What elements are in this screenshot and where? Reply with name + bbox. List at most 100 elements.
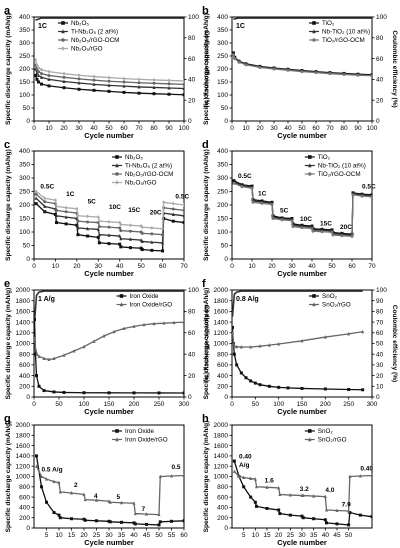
- panel-label: f: [202, 278, 206, 290]
- legend-label: Ti-Nb₂O₅ (2 at%): [125, 163, 172, 170]
- y2-tick-label: 80: [188, 35, 196, 42]
- y-tick-label: 600: [217, 362, 228, 369]
- series-line: [232, 331, 363, 348]
- rate-annotation: 3.2: [300, 486, 309, 493]
- data-point: [107, 83, 111, 87]
- y-tick-label: 400: [19, 14, 30, 21]
- y-tick-label: 1400: [214, 319, 229, 326]
- panel-label: g: [4, 413, 11, 425]
- x-tick-label: 50: [138, 263, 146, 270]
- data-point: [277, 385, 281, 389]
- data-point: [249, 344, 253, 349]
- data-point: [157, 523, 161, 527]
- y-tick-label: 0: [224, 394, 228, 401]
- data-point: [255, 504, 258, 508]
- data-point: [53, 198, 57, 203]
- data-point: [323, 387, 327, 391]
- data-point: [133, 511, 137, 516]
- data-point: [62, 71, 66, 76]
- data-point: [37, 384, 41, 388]
- legend-marker: [119, 302, 124, 307]
- data-point: [145, 522, 148, 526]
- y2-tick-label: 80: [188, 309, 196, 316]
- data-point: [34, 317, 36, 321]
- y-tick-label: 0: [26, 256, 30, 263]
- x-tick-label: 10: [252, 532, 260, 539]
- x-tick-label: 70: [368, 263, 376, 270]
- data-point: [280, 218, 284, 222]
- y-tick-label: 1200: [214, 330, 229, 337]
- x-tick-label: 10: [45, 125, 53, 132]
- data-point: [47, 69, 51, 74]
- y-tick-label: 50: [23, 105, 31, 112]
- y2-tick-label: 20: [188, 97, 196, 104]
- rate-annotation: 0.5: [172, 464, 181, 471]
- data-point: [277, 508, 281, 512]
- data-point: [278, 492, 282, 497]
- legend-label: Ti-Nb₂O₅ (2 at%): [71, 29, 118, 36]
- data-point: [171, 201, 175, 206]
- data-point: [235, 363, 239, 367]
- data-point: [34, 196, 38, 200]
- x-tick-label: 5: [45, 532, 49, 539]
- data-point: [182, 221, 184, 225]
- y-tick-label: 200: [217, 202, 228, 209]
- x-axis-label: Cycle number: [84, 269, 134, 278]
- x-tick-label: 30: [270, 125, 278, 132]
- y2-tick-label: 80: [376, 309, 384, 316]
- x-tick-label: 50: [298, 125, 306, 132]
- data-point: [171, 219, 175, 223]
- x-tick-label: 30: [95, 263, 103, 270]
- legend: SnO₂ SnO₂/rGO: [304, 428, 347, 444]
- data-point: [40, 82, 43, 86]
- data-point: [182, 86, 184, 90]
- x-tick-label: 55: [168, 532, 176, 539]
- data-point: [161, 226, 165, 231]
- data-point: [96, 227, 100, 231]
- data-point: [40, 485, 43, 489]
- y-tick-label: 50: [221, 243, 229, 250]
- data-point: [182, 391, 184, 395]
- data-point: [108, 500, 112, 504]
- y-tick-label: 400: [217, 505, 228, 512]
- data-point: [35, 454, 38, 458]
- legend-label: TiO₂: [318, 154, 331, 161]
- data-point: [107, 89, 111, 93]
- data-point: [171, 207, 175, 211]
- data-point: [312, 517, 316, 521]
- y-tick-label: 1600: [214, 309, 229, 316]
- legend-label: Nb₂O₅/rGO: [125, 180, 157, 187]
- data-point: [35, 374, 38, 378]
- x-tick-label: 70: [326, 125, 334, 132]
- data-point: [265, 506, 269, 510]
- data-point: [82, 344, 86, 349]
- data-point: [150, 232, 154, 236]
- data-point: [112, 329, 116, 334]
- data-point: [258, 383, 262, 387]
- data-point: [255, 484, 258, 489]
- data-point: [233, 57, 237, 61]
- data-point: [34, 202, 38, 206]
- data-point: [267, 343, 271, 347]
- data-point: [42, 389, 46, 393]
- data-point: [108, 520, 112, 524]
- data-point: [140, 225, 144, 230]
- data-point: [152, 85, 156, 89]
- y2-tick-label: 40: [188, 77, 196, 84]
- data-point: [152, 77, 156, 82]
- data-point: [237, 60, 241, 64]
- y-tick-label: 50: [221, 105, 229, 112]
- panel-label: b: [202, 5, 209, 17]
- data-point: [52, 356, 56, 360]
- legend-marker: [61, 38, 65, 42]
- data-point: [170, 473, 173, 478]
- y-tick-label: 400: [217, 148, 228, 155]
- x-tick-label: 50: [55, 401, 63, 408]
- legend-label: SnO₂: [322, 293, 338, 300]
- y-tick-label: 400: [19, 505, 30, 512]
- panel-label: d: [202, 139, 209, 151]
- data-point: [70, 517, 73, 521]
- data-point: [97, 219, 101, 224]
- data-point: [182, 82, 184, 86]
- data-point: [290, 219, 294, 223]
